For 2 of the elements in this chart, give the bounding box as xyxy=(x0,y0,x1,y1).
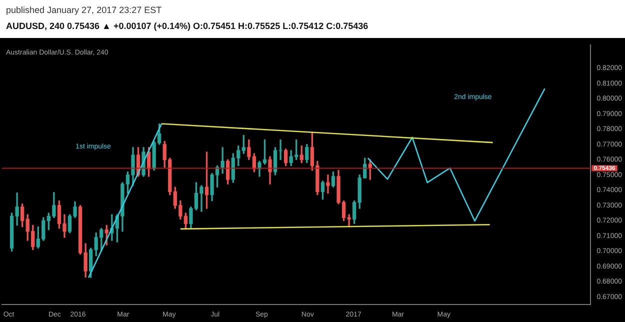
text: published January 27, 2017 23:27 EST xyxy=(6,4,163,17)
chart-title: AUDUSD, 240 0.75436 ▲ +0.00107 (+0.14%) O:0.75451 H:0.75525 L:0.75412 C:0.75436 xyxy=(6,20,370,33)
